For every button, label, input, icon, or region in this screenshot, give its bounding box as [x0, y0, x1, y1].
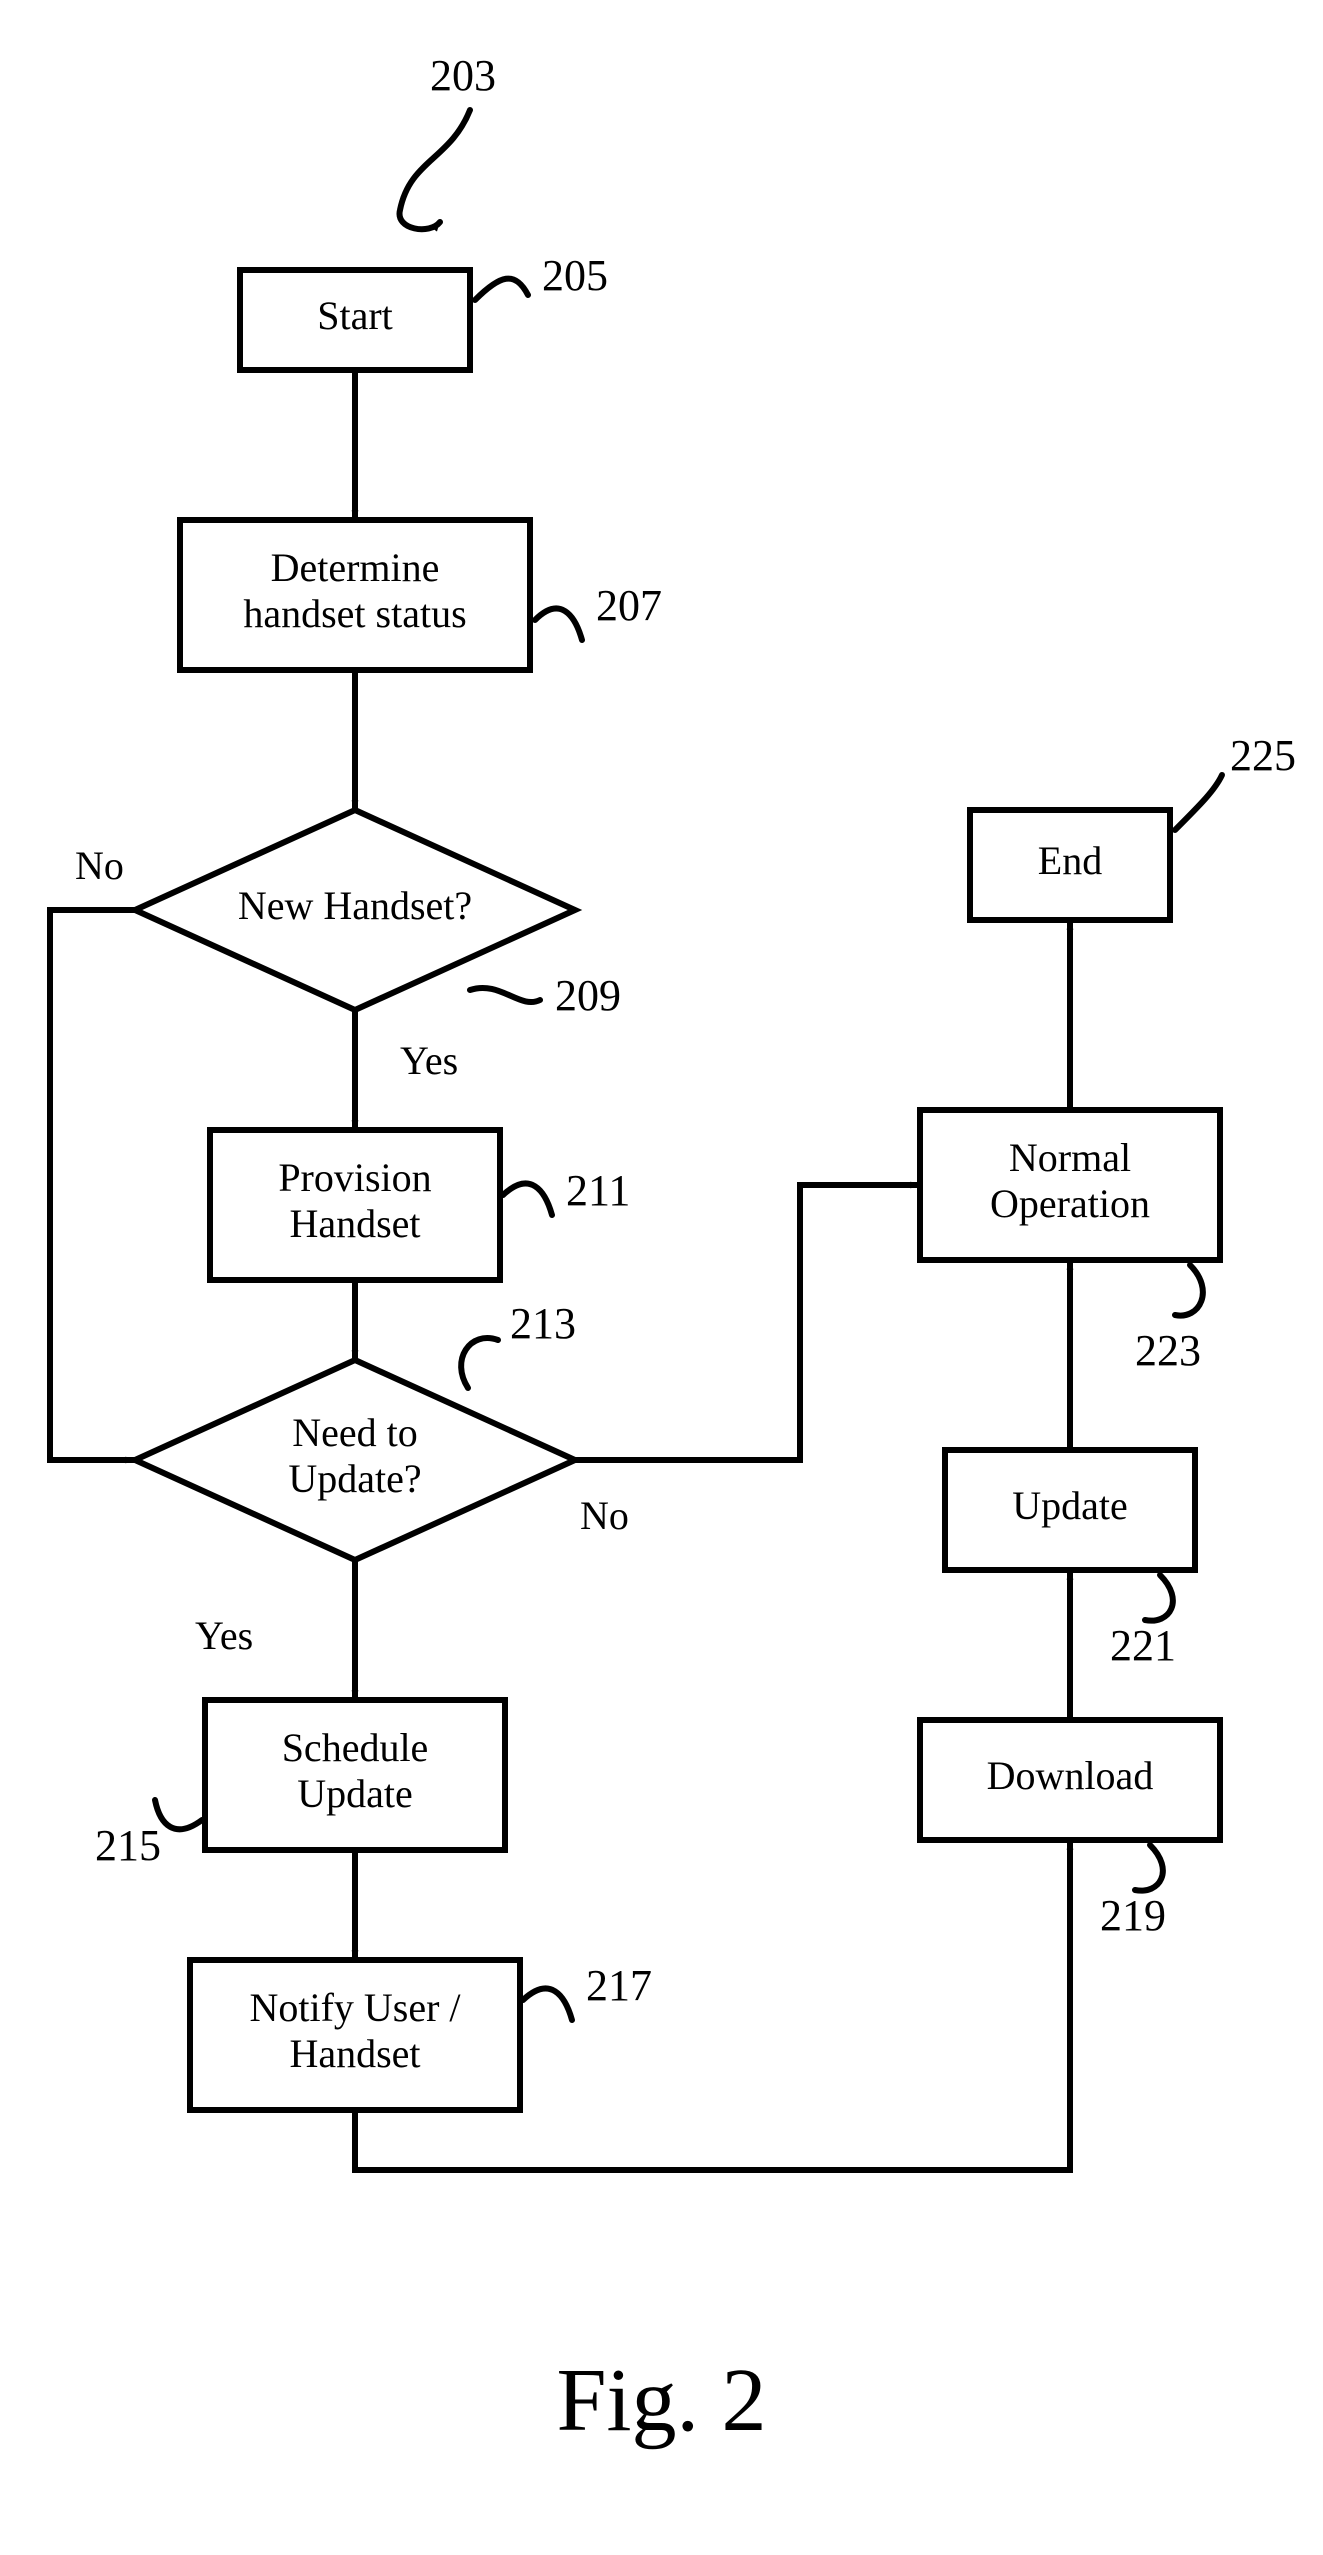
node-end: End 225 — [970, 731, 1296, 920]
node-newhandset-label-0: New Handset? — [238, 883, 472, 928]
node-determine-label-0: Determine — [271, 545, 440, 590]
node-normal-label-1: Operation — [990, 1181, 1150, 1226]
node-normal-label-0: Normal — [1009, 1135, 1131, 1180]
edge-newhandset-to-needupdate — [50, 910, 135, 1460]
node-download-label-0: Download — [987, 1753, 1154, 1798]
figure-caption: Fig. 2 — [556, 2351, 766, 2450]
node-notify-label-0: Notify User / — [249, 1985, 461, 2030]
ref-provision: 211 — [566, 1166, 630, 1215]
node-notify-label-1: Handset — [289, 2031, 420, 2076]
edge-label-newhandset-provision: Yes — [400, 1038, 458, 1083]
lead-end — [1175, 775, 1222, 830]
edge-label-newhandset-needupdate: No — [75, 843, 124, 888]
lead-start — [475, 279, 528, 300]
node-provision: ProvisionHandset 211 — [210, 1130, 630, 1280]
node-determine: Determinehandset status 207 — [180, 520, 662, 670]
ref-newhandset: 209 — [555, 971, 621, 1020]
node-provision-label-1: Handset — [289, 1201, 420, 1246]
edge-label-needupdate-normal: No — [580, 1493, 629, 1538]
node-schedule: ScheduleUpdate 215 — [95, 1700, 505, 1870]
ref-figure: 203 — [430, 51, 496, 100]
lead-needupdate — [461, 1338, 498, 1388]
ref-end: 225 — [1230, 731, 1296, 780]
node-newhandset: New Handset? 209 — [135, 810, 621, 1020]
node-provision-label-0: Provision — [278, 1155, 431, 1200]
node-schedule-label-0: Schedule — [282, 1725, 429, 1770]
node-needupdate-label-0: Need to — [292, 1410, 418, 1455]
ref-schedule: 215 — [95, 1821, 161, 1870]
node-needupdate-label-1: Update? — [288, 1456, 421, 1501]
lead-schedule — [155, 1800, 202, 1829]
node-schedule-label-1: Update — [297, 1771, 413, 1816]
lead-download — [1135, 1845, 1163, 1891]
lead-update — [1145, 1575, 1173, 1621]
edge-needupdate-to-normal — [575, 1185, 920, 1460]
lead-normal — [1175, 1265, 1203, 1316]
node-start-label-0: Start — [317, 293, 393, 338]
node-update-label-0: Update — [1012, 1483, 1128, 1528]
ref-download: 219 — [1100, 1891, 1166, 1940]
node-end-label-0: End — [1038, 838, 1102, 883]
lead-determine — [535, 609, 582, 640]
ref-start: 205 — [542, 251, 608, 300]
flowchart-figure: Yes Yes No No Start 205 Determinehandset statu… — [0, 0, 1323, 2555]
lead-figure — [400, 110, 470, 229]
ref-update: 221 — [1110, 1621, 1176, 1670]
lead-newhandset — [470, 988, 540, 1002]
node-determine-label-1: handset status — [243, 591, 466, 636]
lead-notify — [523, 1989, 572, 2020]
node-start: Start 205 — [240, 251, 608, 370]
ref-needupdate: 213 — [510, 1299, 576, 1348]
lead-provision — [503, 1184, 552, 1215]
edge-label-needupdate-schedule: Yes — [195, 1613, 253, 1658]
node-notify: Notify User /Handset 217 — [190, 1960, 652, 2110]
ref-normal: 223 — [1135, 1326, 1201, 1375]
ref-determine: 207 — [596, 581, 662, 630]
ref-notify: 217 — [586, 1961, 652, 2010]
